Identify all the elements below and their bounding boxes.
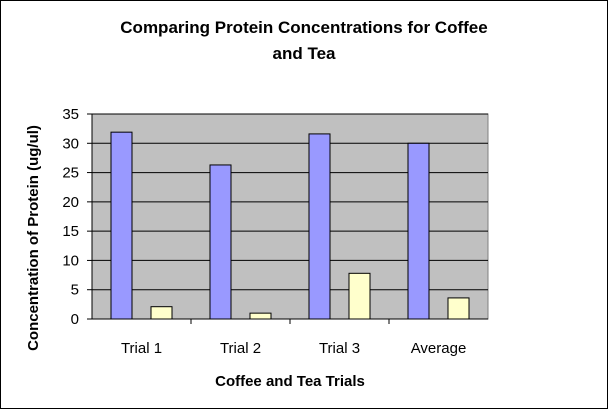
x-tick-labels: Trial 1 Trial 2 Trial 3 Average [121, 340, 466, 357]
x-tick-label: Trial 1 [121, 340, 162, 357]
x-tick-label: Average [411, 340, 467, 357]
axes [87, 113, 488, 324]
chart-title-line-2: and Tea [272, 44, 336, 63]
x-tick-label: Trial 2 [220, 340, 261, 357]
y-tick-label: 10 [62, 252, 79, 269]
bar-series-1-trial-3 [308, 133, 331, 320]
bar-series-2-trial-1 [150, 306, 173, 320]
bar-series-2-average [447, 297, 470, 320]
chart-title: Comparing Protein Concentrations for Cof… [1, 15, 607, 67]
bar-series-2-trial-3 [348, 272, 371, 320]
y-axis-title: Concentration of Protein (ug/ul) [25, 125, 42, 351]
y-tick-label: 20 [62, 194, 79, 211]
bar-series-1-average [407, 142, 430, 320]
y-tick-label: 5 [71, 282, 79, 299]
bars [110, 131, 470, 320]
y-tick-label: 35 [62, 106, 79, 123]
chart-title-line-1: Comparing Protein Concentrations for Cof… [120, 18, 488, 37]
bar-series-1-trial-2 [209, 164, 232, 320]
y-tick-label: 25 [62, 165, 79, 182]
y-tick-label: 15 [62, 223, 79, 240]
y-tick-label: 0 [71, 311, 79, 328]
x-tick-label: Trial 3 [319, 340, 360, 357]
bar-series-1-trial-1 [110, 131, 133, 320]
y-tick-labels: 0 5 10 15 20 25 30 35 [62, 106, 79, 328]
y-tick-label: 30 [62, 135, 79, 152]
bar-series-2-trial-2 [249, 312, 272, 320]
x-axis-title: Coffee and Tea Trials [215, 373, 365, 390]
